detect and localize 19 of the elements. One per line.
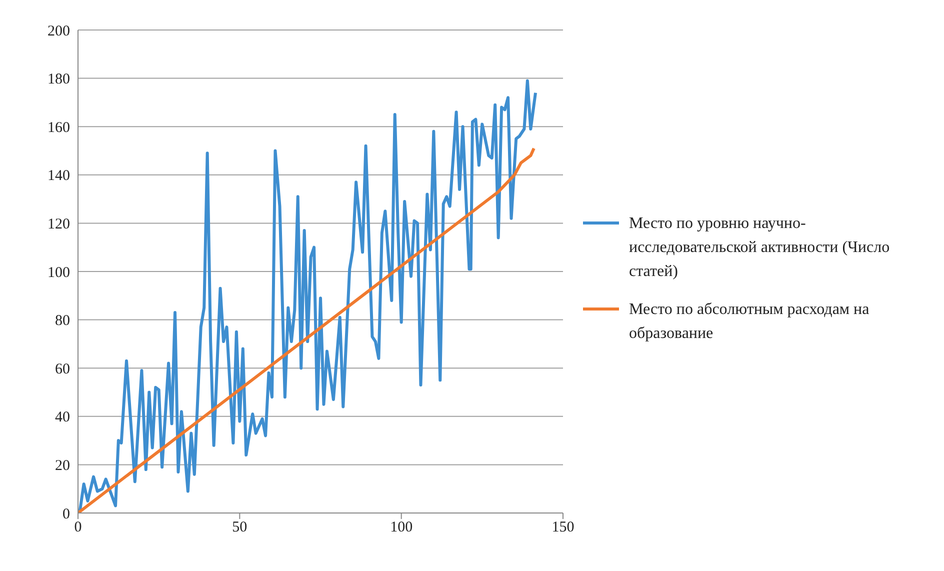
y-tick-label: 200: [48, 23, 70, 40]
legend-label: Место по уровню научно-исследовательской активности (Число статей): [629, 214, 891, 282]
y-tick-label: 80: [55, 313, 70, 330]
line-series: [78, 146, 536, 513]
y-tick-label: 0: [62, 506, 70, 522]
y-tick-label: 140: [48, 168, 70, 184]
legend-label: Место по абсолютным расходам на образование: [629, 300, 870, 344]
line-series: [78, 79, 538, 512]
y-tick-label: 40: [55, 410, 70, 426]
x-tick-label: 0: [74, 520, 82, 536]
x-tick-label: 50: [232, 520, 248, 536]
y-tick-label: 160: [48, 120, 70, 136]
y-tick-label: 20: [55, 458, 70, 474]
y-tick-label: 60: [55, 361, 70, 378]
x-tick-label: 150: [552, 520, 574, 536]
x-tick-label: 100: [390, 520, 413, 536]
y-tick-label: 120: [48, 216, 70, 233]
y-tick-label: 180: [48, 72, 70, 88]
y-tick-label: 100: [48, 264, 70, 281]
